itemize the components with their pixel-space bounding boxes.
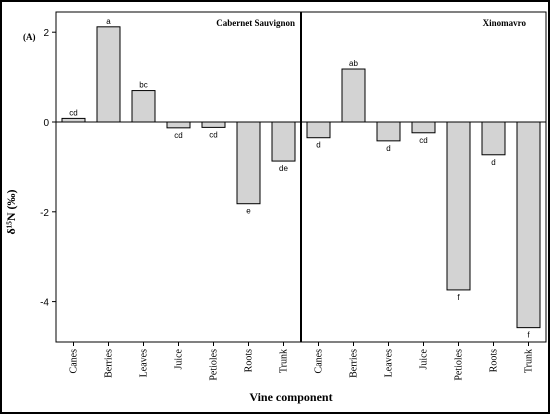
- y-tick-label: -4: [40, 298, 49, 309]
- x-tick-label: Trunk: [524, 349, 535, 373]
- bar-label: ab: [349, 59, 358, 68]
- bar-label: cd: [419, 136, 427, 145]
- x-tick-label: Trunk: [279, 349, 290, 373]
- x-tick-label: Leaves: [139, 349, 150, 377]
- panel-title-xinomavro: Xinomavro: [483, 18, 527, 28]
- chart-texts: (A) Cabernet Sauvignon Xinomavro δ¹⁵N (‰…: [4, 17, 535, 404]
- panel-label: (A): [23, 32, 36, 42]
- bar-roots: [236, 121, 261, 205]
- bar-label: f: [457, 293, 460, 302]
- x-tick-label: Berries: [349, 349, 360, 378]
- x-tick-label: Roots: [244, 349, 255, 372]
- y-tick-label: -2: [40, 208, 49, 219]
- x-tick-label: Canes: [69, 349, 80, 374]
- bar-label: d: [386, 144, 390, 153]
- bar-label: f: [527, 331, 530, 340]
- x-tick-label: Juice: [419, 348, 430, 369]
- bar-canes: [61, 117, 86, 123]
- bar-label: cd: [69, 108, 77, 117]
- bar-trunk: [516, 121, 541, 329]
- bar-label: a: [106, 17, 111, 26]
- chart-bars: [61, 26, 541, 329]
- y-axis-label: δ¹⁵N (‰): [4, 189, 18, 234]
- x-tick-label: Leaves: [384, 349, 395, 377]
- x-tick-label: Petioles: [209, 349, 220, 381]
- bar-label: d: [316, 141, 320, 150]
- x-tick-label: Petioles: [454, 349, 465, 381]
- bar-label: d: [491, 158, 495, 167]
- bar-leaves: [131, 90, 156, 123]
- bar-canes: [306, 121, 331, 139]
- bar-leaves: [376, 121, 401, 142]
- x-tick-label: Juice: [174, 348, 185, 369]
- bar-petioles: [201, 121, 226, 128]
- panel-title-cabernet: Cabernet Sauvignon: [216, 18, 295, 28]
- x-tick-label: Canes: [314, 349, 325, 374]
- bar-trunk: [271, 121, 296, 162]
- bar-berries: [341, 68, 366, 123]
- y-tick-label: 0: [43, 118, 49, 129]
- x-axis-label: Vine component: [249, 390, 332, 404]
- bar-petioles: [446, 121, 471, 291]
- bar-label: cd: [174, 131, 182, 140]
- bar-berries: [96, 26, 121, 123]
- bar-juice: [166, 121, 191, 129]
- x-tick-label: Roots: [489, 349, 500, 372]
- x-tick-label: Berries: [104, 349, 115, 378]
- bar-label: e: [246, 207, 251, 216]
- bar-label: bc: [139, 81, 147, 90]
- bar-roots: [481, 121, 506, 156]
- chart-axes: [52, 11, 547, 346]
- bar-label: cd: [209, 130, 217, 139]
- y-tick-label: 2: [43, 28, 49, 39]
- bar-label: de: [279, 164, 288, 173]
- bar-juice: [411, 121, 436, 134]
